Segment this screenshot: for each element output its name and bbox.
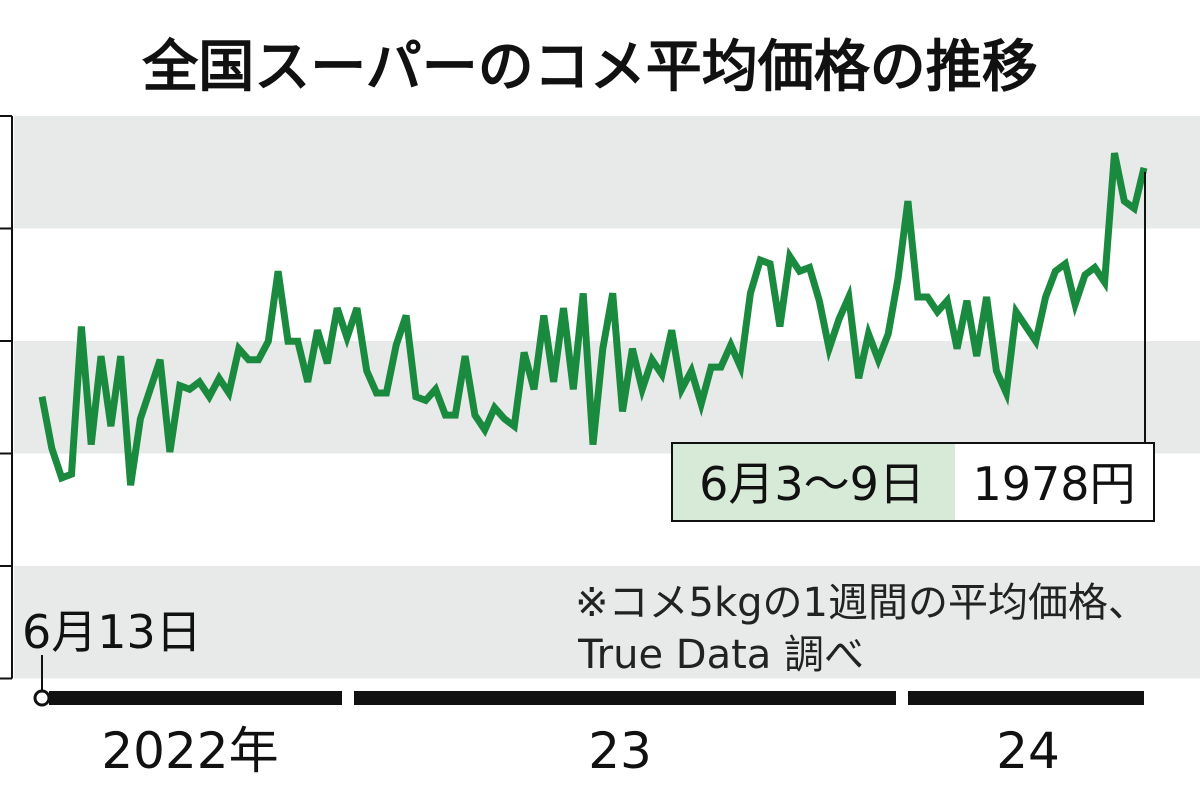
start-marker-dot	[33, 689, 51, 707]
source-note-line1: ※コメ5kgの1週間の平均価格、	[575, 580, 1148, 626]
background-band	[14, 341, 1200, 454]
timeline-bar-2023	[354, 691, 896, 705]
timeline-bars	[49, 691, 1144, 705]
timeline-bar-2024	[908, 691, 1144, 705]
callout-label-bg	[673, 444, 955, 520]
start-date-label: 6月13日	[22, 605, 202, 659]
chart-title: 全国スーパーのコメ平均価格の推移	[141, 35, 1037, 100]
y-axis	[0, 115, 13, 680]
year-label-2023: 23	[588, 722, 652, 780]
year-label-2024: 24	[996, 722, 1060, 780]
background-band	[14, 566, 1200, 679]
price-series	[38, 152, 1148, 486]
callout-value: 1978円	[972, 457, 1135, 511]
background-band	[14, 116, 1200, 229]
year-label-2022: 2022年	[101, 722, 278, 780]
timeline-bar-2022	[49, 691, 342, 705]
background-bands	[14, 116, 1200, 679]
callout-label: 6月3～9日	[699, 457, 925, 511]
latest-value-callout: 6月3～9日 1978円	[671, 442, 1155, 522]
source-note-line2: True Data 調べ	[577, 632, 864, 678]
price-line	[38, 152, 1148, 486]
